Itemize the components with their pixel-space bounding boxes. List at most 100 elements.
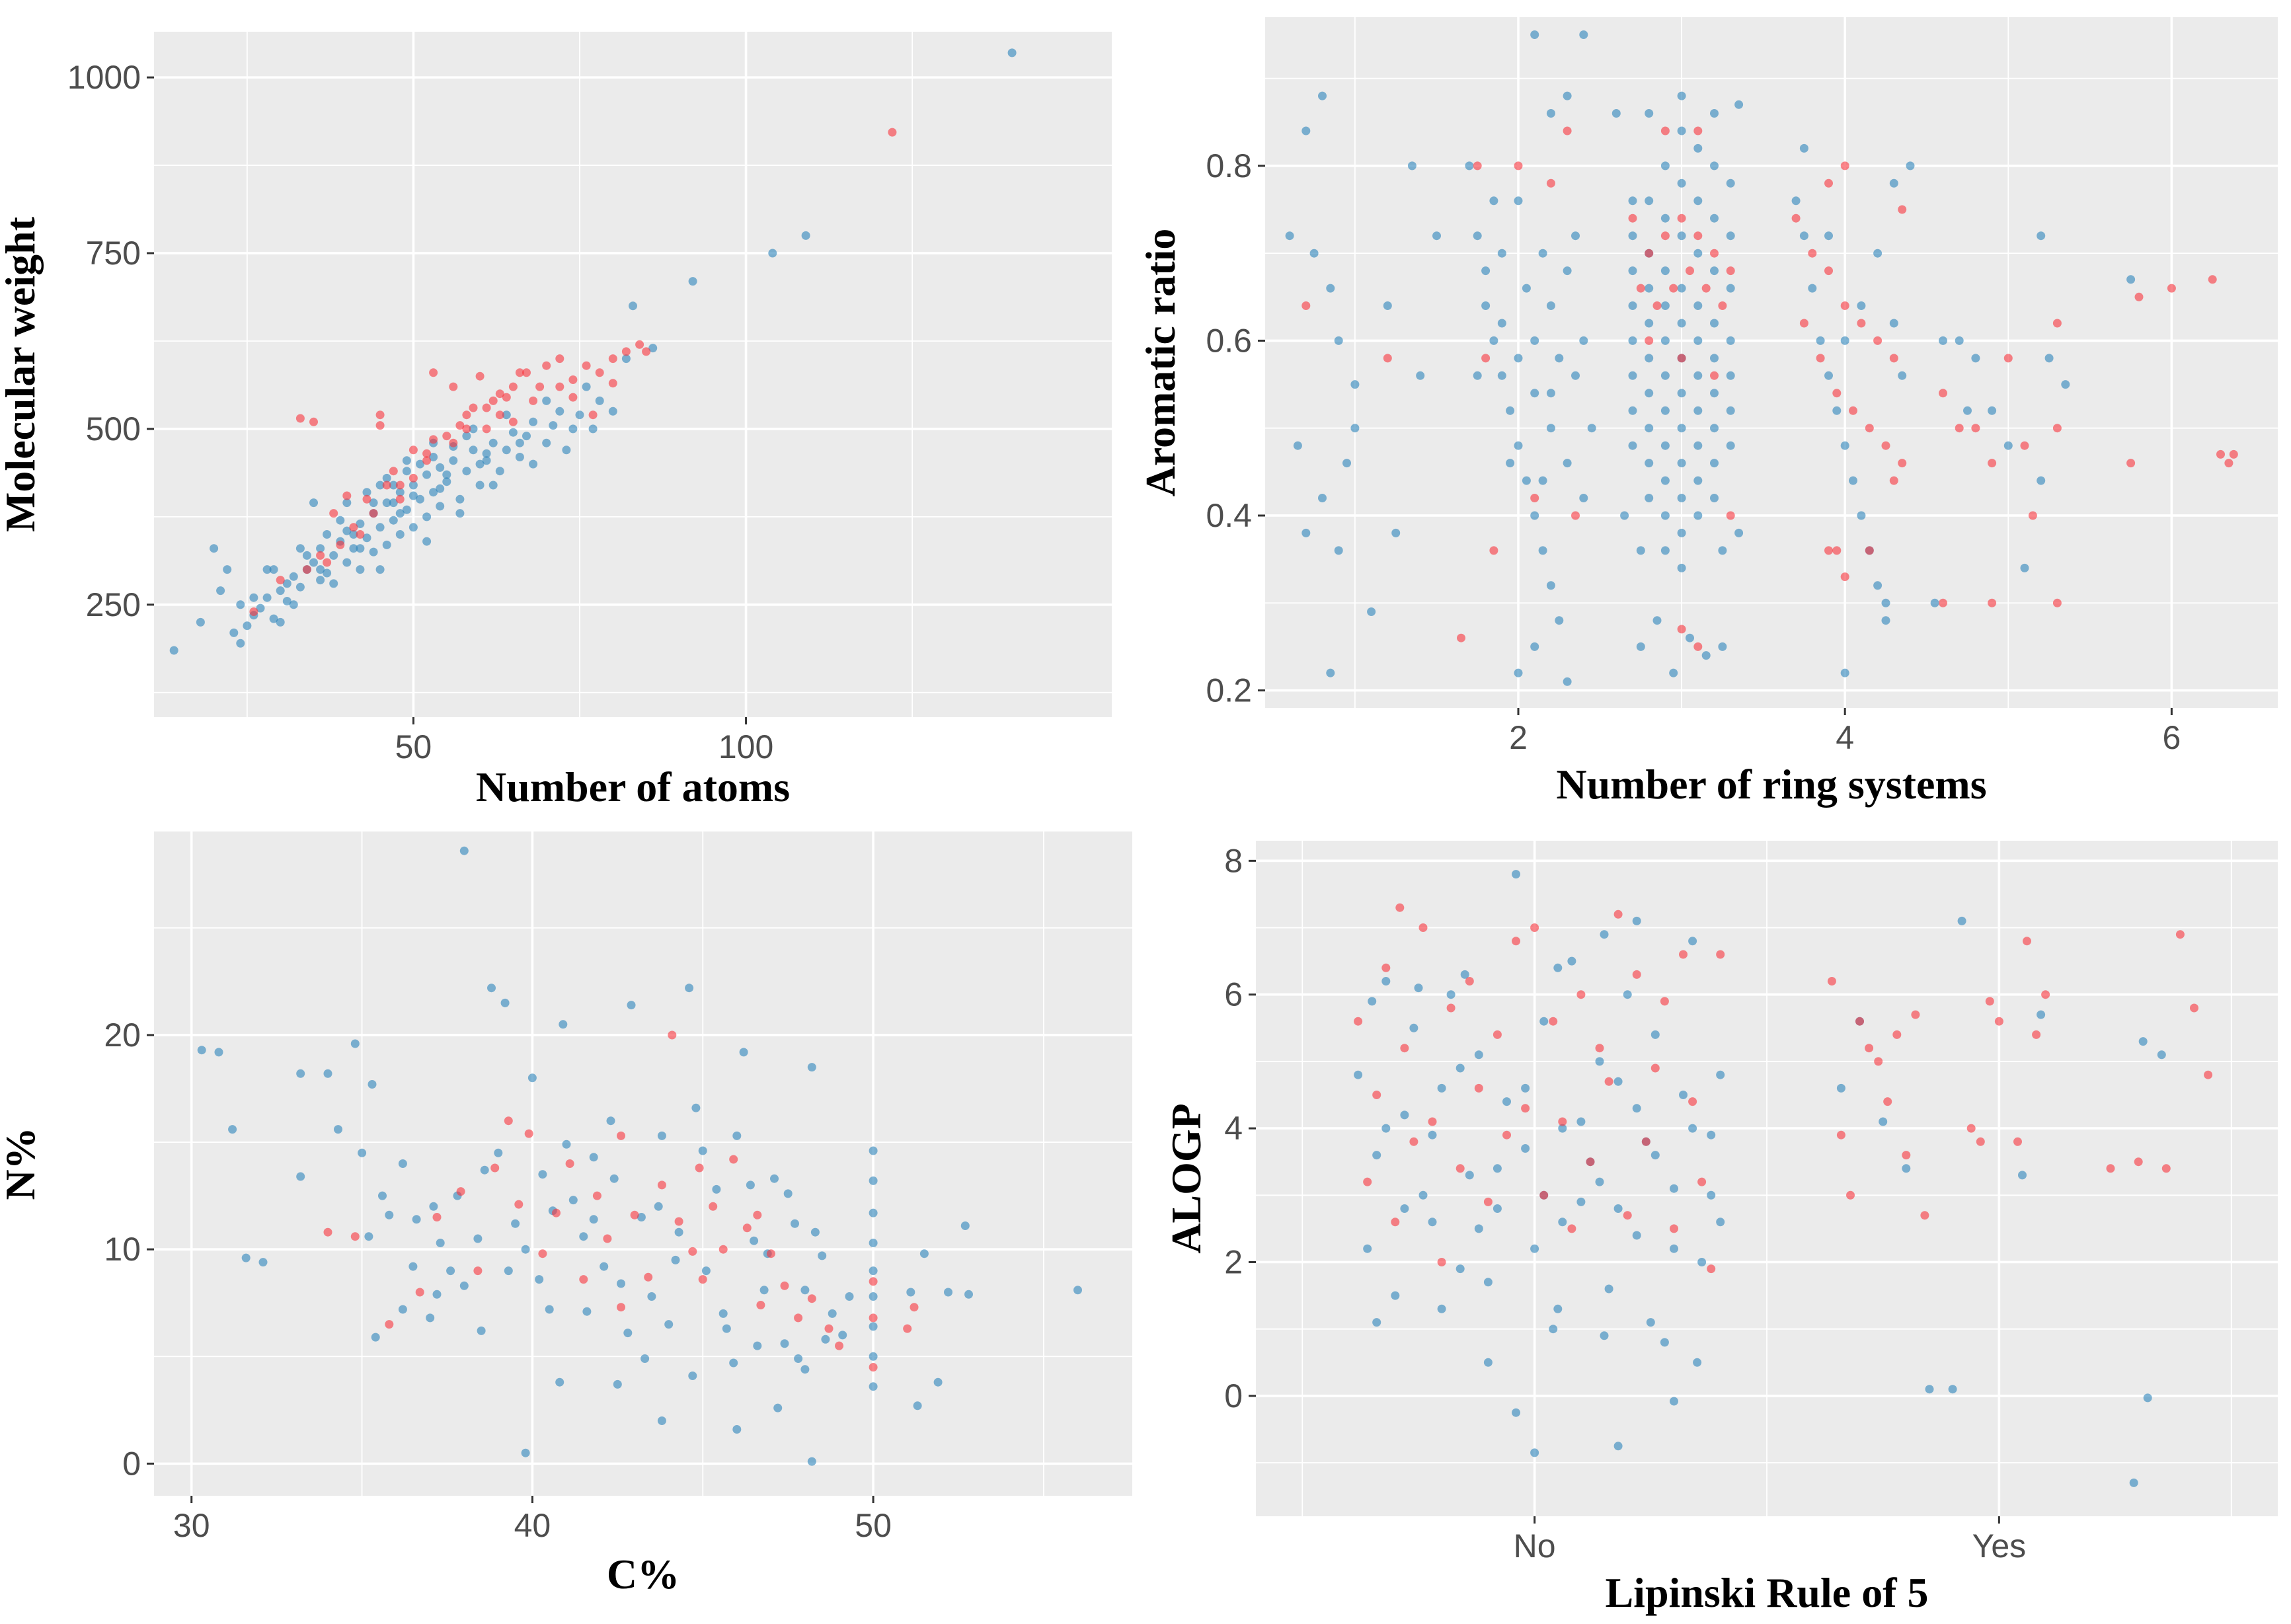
data-point (2023, 937, 2031, 946)
data-point (688, 1372, 697, 1380)
data-point (1660, 126, 1670, 135)
data-point (455, 509, 465, 518)
data-point (1791, 196, 1801, 206)
data-point (718, 1245, 728, 1254)
data-point (654, 1202, 663, 1211)
data-point (316, 576, 325, 585)
data-point (336, 540, 345, 549)
data-point (1889, 476, 1898, 485)
data-point (810, 1227, 820, 1237)
data-point (1539, 1017, 1549, 1026)
data-point (1883, 1097, 1892, 1106)
data-point (395, 509, 405, 518)
data-point (395, 488, 405, 497)
data-point (1530, 30, 1539, 39)
data-point (1604, 1077, 1613, 1086)
data-point (302, 551, 311, 560)
data-point (1693, 196, 1703, 206)
data-point (589, 1215, 598, 1224)
data-point (608, 354, 617, 364)
y-tick-label: 500 (86, 410, 141, 447)
data-point (2003, 354, 2013, 363)
y-tick-label: 0.6 (1206, 322, 1252, 359)
data-point (210, 544, 219, 553)
data-point (1726, 266, 1735, 276)
data-point (389, 481, 398, 490)
data-point (1481, 301, 1491, 310)
data-point (362, 488, 371, 497)
data-point (309, 558, 318, 567)
data-point (316, 565, 325, 574)
x-axis-title: C% (607, 1551, 680, 1598)
data-point (1693, 642, 1703, 651)
data-point (1849, 406, 1857, 415)
data-point (1579, 494, 1588, 502)
data-point (385, 1210, 394, 1219)
data-point (1857, 511, 1866, 520)
data-point (1840, 161, 1849, 171)
data-point (356, 565, 365, 574)
data-point (262, 593, 272, 602)
data-point (1474, 1083, 1483, 1093)
data-point (1576, 1197, 1586, 1206)
data-point (545, 1305, 554, 1314)
data-point (459, 846, 469, 855)
data-point (1677, 563, 1686, 572)
data-point (1645, 354, 1654, 363)
data-point (1710, 249, 1719, 258)
data-point (508, 382, 518, 391)
data-point (869, 1292, 878, 1301)
data-point (919, 1249, 929, 1258)
data-point (1571, 511, 1580, 520)
data-point (1898, 371, 1907, 380)
data-point (1824, 546, 1833, 555)
data-point (1400, 1204, 1409, 1213)
data-point (436, 463, 445, 472)
data-point (323, 1227, 332, 1237)
data-point (964, 1290, 973, 1299)
data-point (1595, 1057, 1604, 1066)
data-point (1849, 476, 1857, 485)
data-point (1650, 1151, 1660, 1160)
data-point (1836, 1083, 1845, 1093)
y-tick-label: 0.4 (1206, 497, 1252, 534)
data-point (1381, 963, 1391, 972)
data-point (1939, 336, 1947, 345)
data-point (197, 1046, 206, 1055)
data-point (236, 638, 245, 648)
data-point (1395, 903, 1405, 912)
data-point (2020, 441, 2029, 450)
axis-ticks: 0.2 0.4 0.6 0.8 2 4 6 (1206, 147, 2181, 756)
x-tick-label: 2 (1509, 719, 1528, 756)
data-point (1483, 1278, 1493, 1287)
y-tick-label: 0.2 (1206, 672, 1252, 709)
data-point (223, 565, 232, 574)
data-point (1701, 651, 1711, 660)
data-point (1677, 459, 1686, 468)
data-point (1538, 249, 1547, 258)
data-point (1446, 1003, 1456, 1013)
data-point (729, 1358, 738, 1368)
data-point (1628, 231, 1637, 241)
y-tick-label: 0.8 (1206, 147, 1252, 184)
data-point (1457, 633, 1465, 642)
data-point (382, 473, 391, 483)
data-point (1865, 1044, 1874, 1053)
data-point (1465, 161, 1474, 171)
data-point (1481, 266, 1491, 276)
data-point (1301, 126, 1311, 135)
data-point (216, 586, 225, 596)
data-point (845, 1292, 854, 1301)
data-point (2224, 459, 2233, 468)
data-point (1660, 371, 1670, 380)
data-point (791, 1219, 799, 1228)
data-point (1955, 336, 1964, 345)
gridlines (1265, 17, 2278, 708)
data-point (1840, 301, 1849, 310)
axis-ticks: 0 2 4 6 8 No Yes (1224, 842, 2026, 1565)
data-point (1620, 511, 1629, 520)
data-point (475, 371, 485, 381)
data-point (398, 1159, 407, 1168)
data-point (1677, 625, 1686, 634)
data-point (1409, 1137, 1418, 1146)
